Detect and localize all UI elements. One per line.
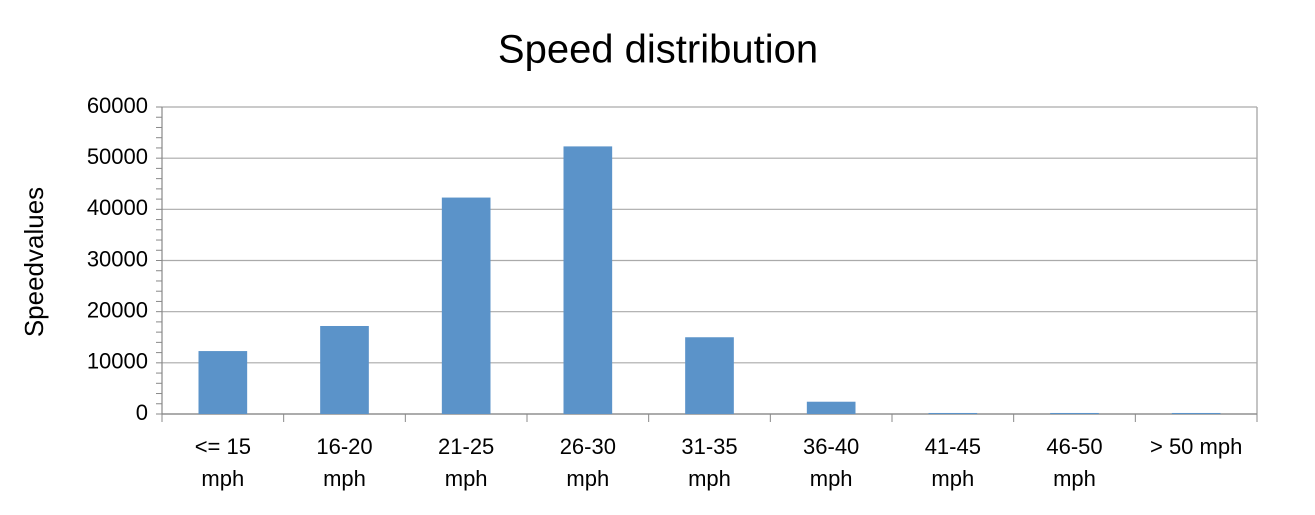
x-tick-label: <= 15 mph: [194, 434, 251, 491]
x-tick-label: 31-35 mph: [681, 434, 738, 491]
chart-title: Speed distribution: [498, 28, 818, 72]
bar: [563, 146, 613, 415]
bar: [1171, 412, 1221, 414]
bar: [928, 412, 978, 414]
bar: [320, 325, 369, 414]
y-tick-label: 20000: [87, 297, 148, 322]
bar: [685, 337, 734, 414]
bar: [1050, 412, 1099, 414]
x-tick-label: 16-20 mph: [316, 434, 373, 491]
y-tick-label: 30000: [87, 246, 148, 271]
x-tick-label: 21-25 mph: [438, 434, 495, 491]
bar: [806, 401, 856, 414]
bar: [441, 197, 491, 414]
x-tick-label: 46-50 mph: [1046, 434, 1103, 491]
y-tick-label: 0: [136, 400, 148, 425]
y-tick-label: 50000: [87, 144, 148, 169]
x-tick-label: 26-30 mph: [559, 434, 616, 491]
y-tick-label: 10000: [87, 349, 148, 374]
bar: [198, 351, 248, 414]
y-axis-label: Speedvalues: [19, 187, 49, 337]
x-tick-label: 36-40 mph: [803, 434, 860, 491]
y-tick-label: 40000: [87, 195, 148, 220]
y-tick-label: 60000: [87, 93, 148, 118]
x-tick-label: 41-45 mph: [924, 434, 981, 491]
x-tick-label: > 50 mph: [1149, 434, 1243, 459]
